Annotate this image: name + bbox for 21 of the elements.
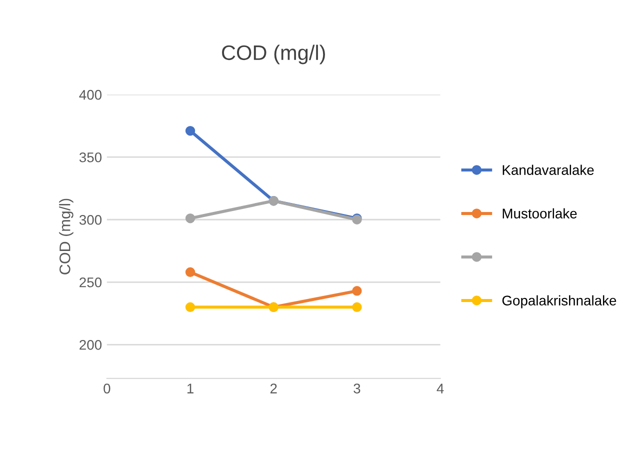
chart-title: COD (mg/l) xyxy=(222,44,325,64)
x-tick-label: 3 xyxy=(354,384,360,394)
y-tick-label: 300 xyxy=(79,214,102,225)
x-tick-label: 4 xyxy=(436,384,444,394)
legend-label: Gopalakrishnalake xyxy=(502,295,616,308)
point xyxy=(185,302,196,312)
legend-label: Mustoorlake xyxy=(502,208,577,218)
y-tick-label: 250 xyxy=(80,277,102,288)
y-tick-label: 200 xyxy=(80,340,102,350)
y-tick-label: 350 xyxy=(79,152,102,162)
x-tick-label: 0 xyxy=(104,384,110,394)
y-tick-label: 400 xyxy=(79,90,102,100)
x-tick-label: 1 xyxy=(187,384,194,394)
point xyxy=(185,214,196,224)
point xyxy=(185,126,196,136)
legend-label: Kandavaralake xyxy=(502,164,594,175)
x-tick-label: 2 xyxy=(270,384,277,394)
point xyxy=(352,286,362,296)
point xyxy=(185,267,196,277)
y-axis-title: COD (mg/l) xyxy=(59,198,74,274)
point xyxy=(352,302,362,312)
